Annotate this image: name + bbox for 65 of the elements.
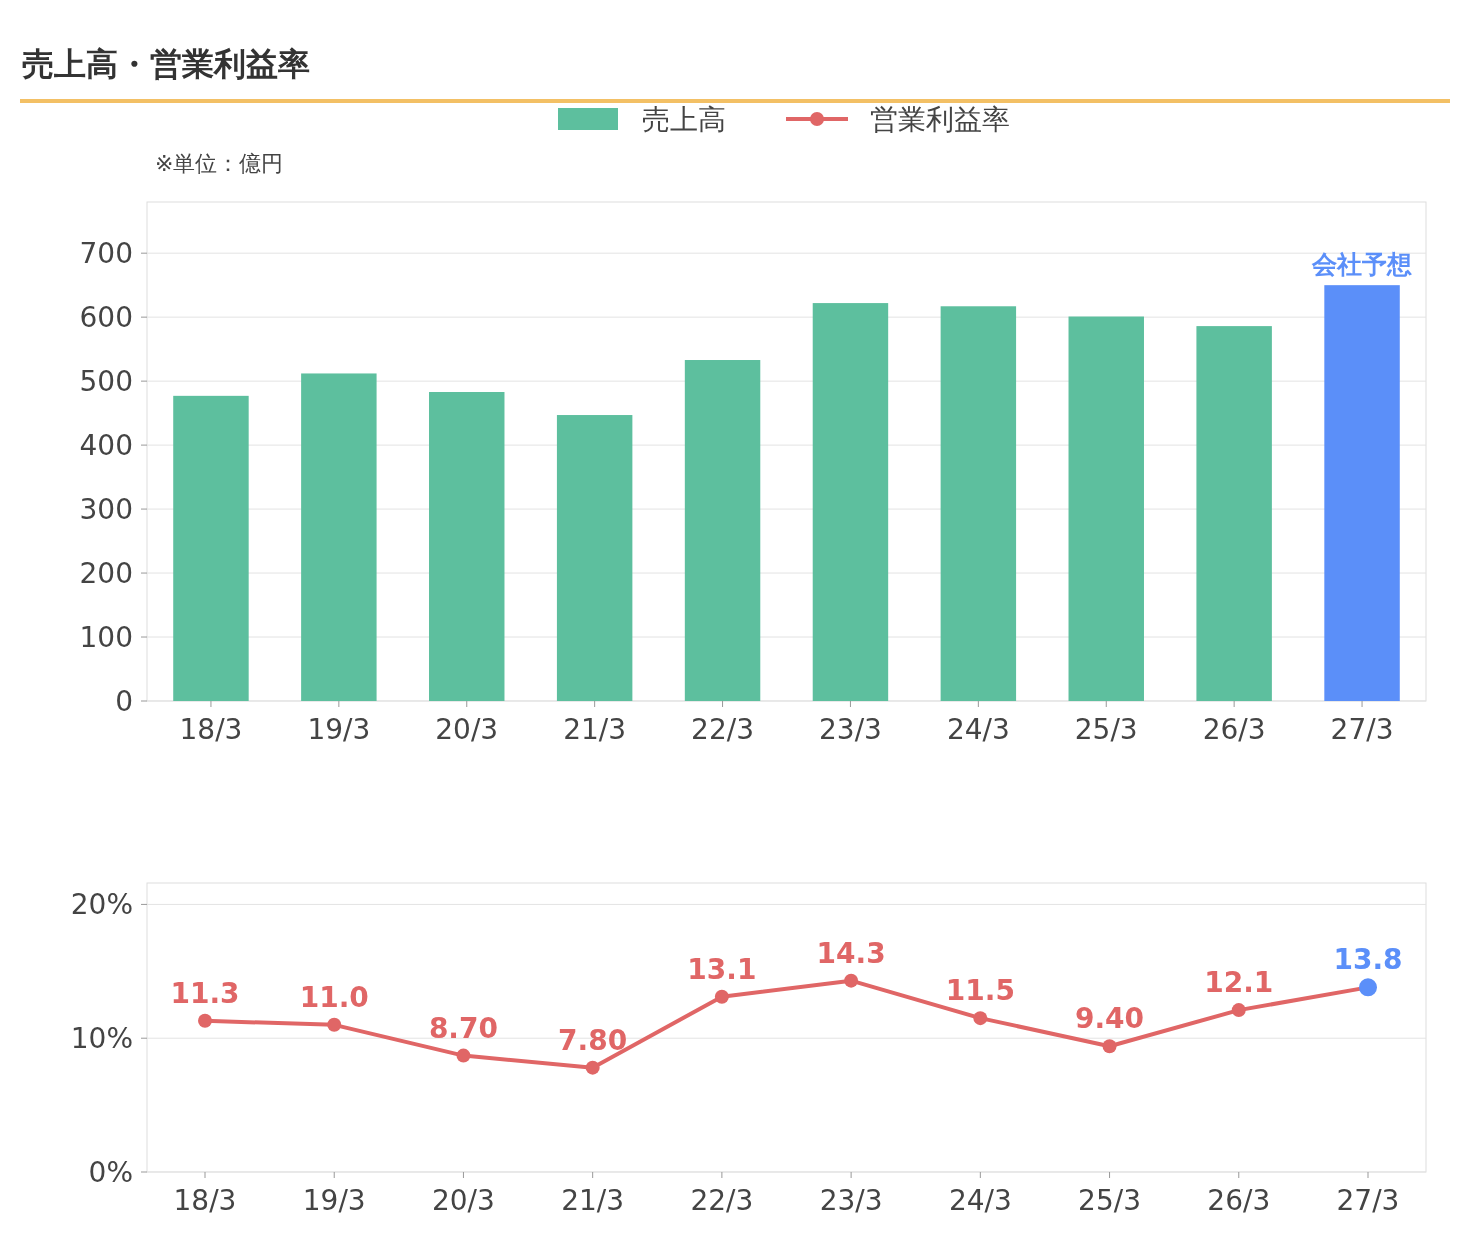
data-label: 13.8: [1333, 943, 1403, 977]
legend-label: 営業利益率: [870, 103, 1010, 136]
x-tick-label: 26/3: [1202, 713, 1266, 746]
y-tick-label: 700: [79, 237, 133, 271]
bar: [301, 373, 377, 701]
x-tick-label: 19/3: [302, 1184, 366, 1217]
point: [198, 1013, 212, 1028]
x-tick-label: 23/3: [819, 1184, 883, 1217]
data-label: 12.1: [1204, 966, 1274, 1000]
data-label: 11.0: [299, 980, 369, 1014]
bar: [812, 303, 889, 701]
x-tick-label: 27/3: [1330, 713, 1394, 746]
data-label: 13.1: [687, 952, 757, 986]
y-tick-label: 100: [79, 621, 133, 655]
y-tick-label: 0: [115, 685, 133, 718]
x-tick-label: 18/3: [179, 713, 243, 746]
x-tick-label: 19/3: [307, 713, 371, 746]
chart-title: 売上高・営業利益率: [22, 45, 310, 83]
x-tick-label: 23/3: [819, 713, 882, 746]
y-tick-label: 10%: [70, 1022, 133, 1056]
x-tick-label: 22/3: [690, 1184, 754, 1217]
legend-label: 売上高: [642, 103, 726, 136]
data-label: 11.3: [170, 976, 240, 1010]
point: [973, 1011, 988, 1026]
x-tick-label: 22/3: [691, 713, 754, 746]
point: [1231, 1003, 1246, 1018]
x-tick-label: 24/3: [946, 713, 1010, 746]
bar: [173, 395, 249, 701]
y-tick-label: 200: [79, 557, 133, 591]
x-tick-label: 20/3: [432, 1184, 495, 1217]
x-tick-label: 25/3: [1074, 713, 1138, 746]
y-tick-label: 20%: [70, 888, 133, 922]
data-label: 8.70: [428, 1011, 498, 1045]
text: ※単位：億円: [155, 151, 284, 176]
point: [714, 989, 729, 1004]
y-tick-label: 0%: [88, 1156, 133, 1189]
bar: [429, 392, 505, 701]
annotation: 会社予想: [1311, 250, 1413, 280]
x-tick-label: 26/3: [1207, 1184, 1271, 1217]
data-label: 11.5: [945, 974, 1015, 1008]
data-label: 7.80: [558, 1023, 628, 1057]
point: [456, 1048, 471, 1063]
x-tick-label: 25/3: [1078, 1184, 1141, 1217]
x-tick-label: 21/3: [561, 1184, 625, 1217]
x-tick-label: 27/3: [1336, 1184, 1400, 1217]
point: [585, 1060, 600, 1075]
data-label: 9.40: [1075, 1002, 1145, 1036]
x-tick-label: 24/3: [948, 1184, 1012, 1217]
y-tick-label: 600: [79, 301, 133, 335]
bar: [556, 415, 633, 701]
y-tick-label: 500: [79, 365, 133, 399]
bar: [1196, 326, 1272, 701]
y-tick-label: 300: [79, 493, 133, 527]
point: [844, 973, 859, 988]
x-tick-label: 20/3: [435, 713, 499, 746]
bar: [1324, 285, 1400, 701]
bar: [940, 306, 1017, 701]
point: [1102, 1039, 1117, 1054]
x-tick-label: 21/3: [563, 713, 627, 746]
data-label: 14.3: [816, 936, 886, 970]
point: [327, 1017, 342, 1032]
bar: [1068, 316, 1144, 701]
bar: [684, 360, 761, 701]
x-tick-label: 18/3: [173, 1184, 237, 1217]
y-tick-label: 400: [79, 429, 133, 463]
